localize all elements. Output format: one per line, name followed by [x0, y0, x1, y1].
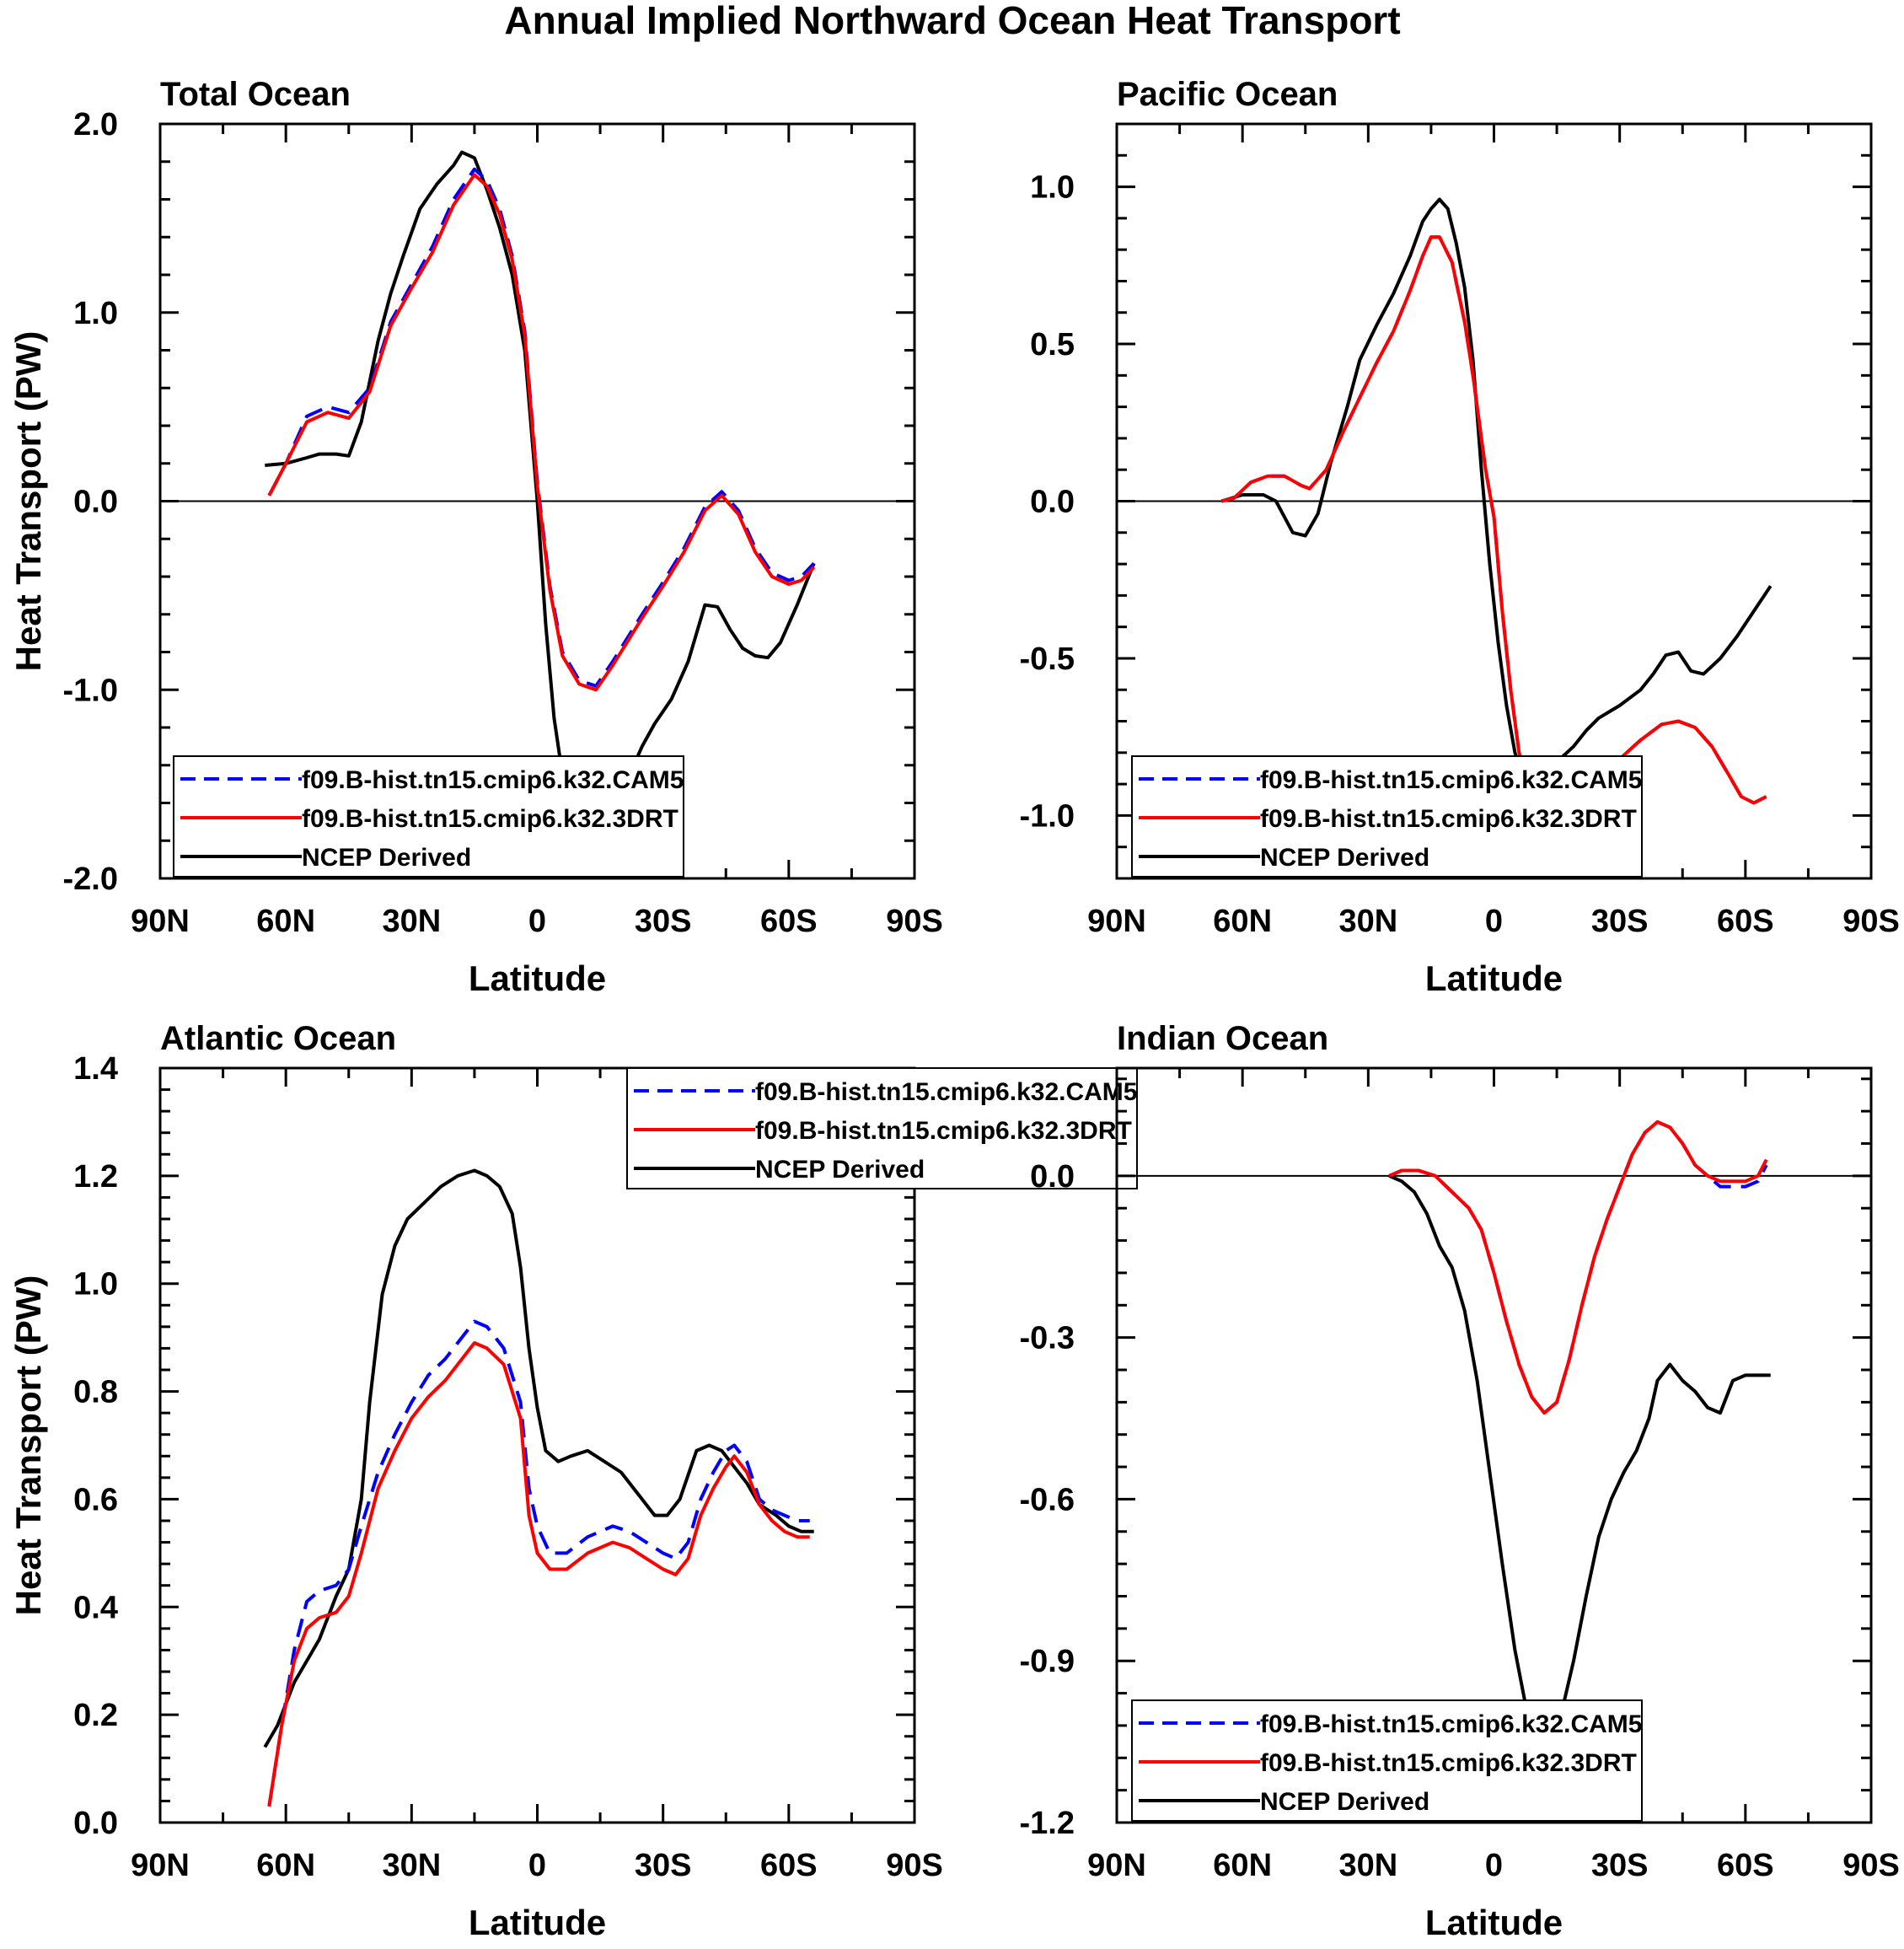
legend: f09.B-hist.tn15.cmip6.k32.CAM5 f09.B-hist… [173, 755, 684, 878]
legend-label: f09.B-hist.tn15.cmip6.k32.CAM5 [302, 766, 684, 794]
series-line-f09-b-hist-tn15-cmip6-k32-3drt [1388, 1119, 1768, 1415]
y-tick-label: 2.0 [73, 107, 118, 142]
legend-label: NCEP Derived [1260, 844, 1429, 872]
x-tick-label: 60N [1213, 904, 1272, 939]
legend-label: NCEP Derived [1260, 1788, 1429, 1816]
y-tick-label: 0.4 [73, 1590, 118, 1625]
x-tick-label: 30N [1338, 904, 1397, 939]
panel-indian-ocean: Indian Ocean 90N 60N 30N 0 30S 60S 90S -1.2 -0.9 -… [1020, 1020, 1900, 1942]
legend: f09.B-hist.tn15.cmip6.k32.CAM5 f09.B-hist… [626, 1067, 1138, 1189]
series-line-f09-b-hist-tn15-cmip6-k32-3drt [1220, 235, 1767, 840]
legend-label: NCEP Derived [302, 844, 471, 872]
x-tick-label: 60N [256, 904, 315, 939]
y-tick-label: 0.5 [1030, 327, 1075, 362]
x-tick-label: 30N [1338, 1848, 1397, 1883]
x-axis-label: Latitude [1425, 1903, 1563, 1942]
legend-label: f09.B-hist.tn15.cmip6.k32.CAM5 [1260, 1710, 1642, 1738]
panel-title: Indian Ocean [1117, 1020, 1328, 1057]
legend: f09.B-hist.tn15.cmip6.k32.CAM5 f09.B-hist… [1131, 1699, 1643, 1822]
legend-label: NCEP Derived [755, 1156, 925, 1184]
y-tick-label: 0.0 [1030, 485, 1075, 520]
x-tick-label: 0 [528, 904, 546, 939]
panel-atlantic-ocean: Atlantic Ocean 90N 60N 30N 0 30S 60S 90S 0.0 0.2 0… [8, 1020, 1138, 1942]
legend-label: f09.B-hist.tn15.cmip6.k32.3DRT [1260, 1749, 1637, 1777]
y-tick-label: -1.2 [1020, 1806, 1075, 1841]
y-tick-label: 1.0 [73, 1267, 118, 1302]
series-line-ncep-derived [1388, 1174, 1771, 1744]
y-tick-label: -0.6 [1020, 1482, 1075, 1517]
series-line-f09-b-hist-tn15-cmip6-k32-3drt [267, 173, 816, 692]
y-tick-label: 0.2 [73, 1698, 118, 1733]
panel-total-ocean: Total Ocean 90N 60N 30N 0 30S 60S 90S -2.0 -1.0 0.… [8, 76, 943, 998]
legend-label: f09.B-hist.tn15.cmip6.k32.3DRT [302, 805, 678, 833]
legend-label: f09.B-hist.tn15.cmip6.k32.3DRT [1260, 805, 1637, 833]
x-tick-label: 30N [382, 904, 441, 939]
y-tick-label: -2.0 [63, 862, 118, 897]
x-tick-label: 90N [1087, 904, 1146, 939]
y-tick-label: -1.0 [63, 673, 118, 708]
x-tick-label: 60S [760, 1848, 818, 1883]
y-tick-label: 0.6 [73, 1482, 118, 1517]
series-line-ncep-derived [263, 1168, 814, 1748]
x-tick-label: 90N [1087, 1848, 1146, 1883]
x-tick-label: 30S [635, 1848, 692, 1883]
y-tick-label: 0.0 [73, 1806, 118, 1841]
x-tick-label: 90N [131, 904, 190, 939]
y-axis-label: Heat Transport (PW) [8, 1275, 48, 1616]
series-line-f09-b-hist-tn15-cmip6-k32-cam5 [1388, 1119, 1768, 1415]
x-tick-label: 60S [1717, 1848, 1774, 1883]
series-line-f09-b-hist-tn15-cmip6-k32-3drt [267, 1341, 810, 1807]
x-tick-label: 90S [886, 1848, 943, 1883]
x-tick-label: 0 [1485, 1848, 1503, 1883]
y-tick-label: -0.3 [1020, 1321, 1075, 1356]
y-tick-label: 1.4 [73, 1051, 118, 1087]
x-tick-label: 0 [528, 1848, 546, 1883]
legend: f09.B-hist.tn15.cmip6.k32.CAM5 f09.B-hist… [1131, 755, 1643, 878]
panel-pacific-ocean: Pacific Ocean 90N 60N 30N 0 30S 60S 90S -1.0 -0.5… [1020, 76, 1900, 998]
y-tick-label: -0.9 [1020, 1644, 1075, 1679]
y-tick-label: -0.5 [1020, 642, 1075, 677]
legend-label: f09.B-hist.tn15.cmip6.k32.3DRT [755, 1117, 1132, 1145]
x-tick-label: 30S [635, 904, 692, 939]
series-line-f09-b-hist-tn15-cmip6-k32-cam5 [267, 167, 816, 688]
x-axis-label: Latitude [469, 1903, 606, 1942]
y-tick-label: 0.0 [73, 485, 118, 520]
series-line-f09-b-hist-tn15-cmip6-k32-cam5 [1220, 235, 1767, 840]
series-line-f09-b-hist-tn15-cmip6-k32-cam5 [267, 1319, 810, 1807]
panels: Total Ocean 90N 60N 30N 0 30S 60S 90S -2.0 -1.0 0.… [8, 76, 1900, 1942]
y-tick-label: 0.0 [1030, 1159, 1075, 1195]
series-line-ncep-derived [265, 150, 816, 824]
x-tick-label: 60S [1717, 904, 1774, 939]
x-tick-label: 60N [1213, 1848, 1272, 1883]
figure-title: Annual Implied Northward Ocean Heat Tran… [504, 0, 1400, 42]
x-tick-label: 0 [1485, 904, 1503, 939]
x-axis-label: Latitude [469, 958, 606, 998]
y-axis-label: Heat Transport (PW) [8, 331, 48, 672]
x-tick-label: 90N [131, 1848, 190, 1883]
x-axis-label: Latitude [1425, 958, 1563, 998]
y-tick-label: 0.8 [73, 1375, 118, 1410]
x-tick-label: 30S [1591, 1848, 1649, 1883]
x-tick-label: 60N [256, 1848, 315, 1883]
legend-label: f09.B-hist.tn15.cmip6.k32.CAM5 [1260, 766, 1642, 794]
panel-title: Atlantic Ocean [160, 1020, 396, 1057]
x-tick-label: 90S [886, 904, 943, 939]
y-tick-label: 1.0 [1030, 170, 1075, 206]
x-tick-label: 90S [1842, 904, 1900, 939]
y-tick-label: 1.2 [73, 1159, 118, 1195]
x-tick-label: 90S [1842, 1848, 1900, 1883]
legend-label: f09.B-hist.tn15.cmip6.k32.CAM5 [755, 1078, 1137, 1106]
x-tick-label: 60S [760, 904, 818, 939]
y-tick-label: -1.0 [1020, 798, 1075, 834]
panel-title: Pacific Ocean [1117, 76, 1338, 113]
x-tick-label: 30N [382, 1848, 441, 1883]
x-tick-label: 30S [1591, 904, 1649, 939]
series-line-ncep-derived [1220, 197, 1773, 787]
y-tick-label: 1.0 [73, 296, 118, 331]
panel-title: Total Ocean [160, 76, 351, 113]
